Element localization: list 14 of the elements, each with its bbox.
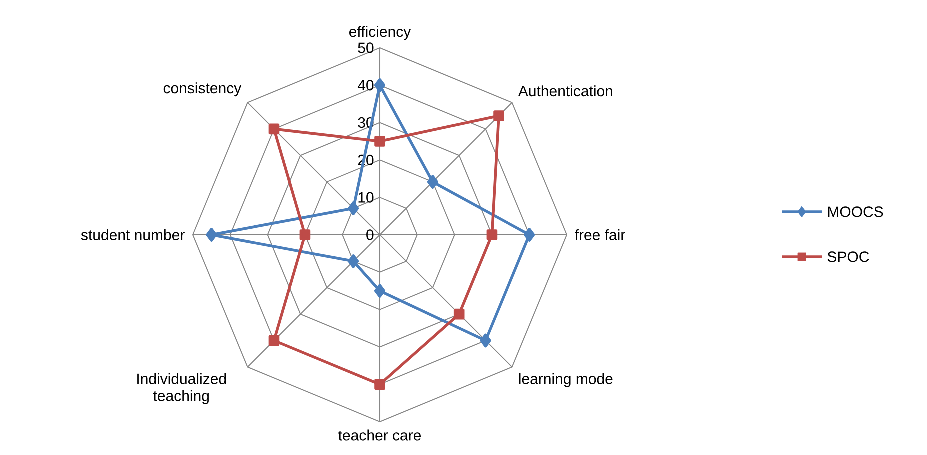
- y-tick-label: 50: [358, 42, 374, 54]
- legend-label: SPOC: [828, 252, 870, 262]
- spoke-label: Individualized teaching: [138, 373, 226, 404]
- y-tick-label: 10: [358, 192, 374, 203]
- spoke-label: student number: [81, 229, 185, 240]
- y-tick-label: 0: [366, 230, 374, 240]
- spoke-label: free fair: [575, 229, 626, 240]
- spoke-label: efficiency: [350, 26, 412, 40]
- y-tick-label: 40: [358, 80, 374, 91]
- spoke-label: Authentication: [518, 86, 612, 97]
- spoke-label: consistency: [164, 82, 242, 97]
- spoke-label: learning mode: [519, 373, 613, 388]
- spoke-label: teacher care: [338, 430, 422, 441]
- legend-label: MOOCS: [828, 206, 884, 218]
